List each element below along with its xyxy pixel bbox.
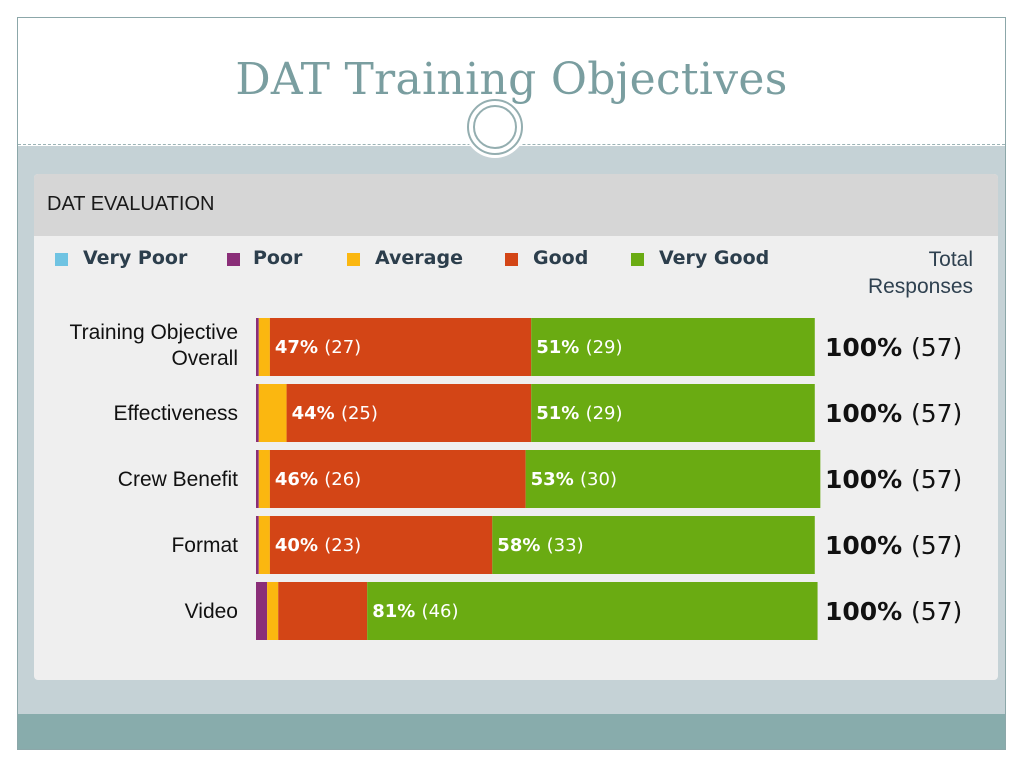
bar-segment-average xyxy=(258,384,287,442)
legend-label-very-poor: Very Poor xyxy=(83,247,188,269)
category-label: Format xyxy=(171,534,238,557)
data-label: 46% (26) xyxy=(275,469,361,490)
bar-segment-poor xyxy=(256,318,259,376)
totals-header-line-2: Responses xyxy=(867,275,973,298)
ornament-ring-inner xyxy=(473,105,517,149)
data-label: 58% (33) xyxy=(497,535,583,556)
panel-header: DAT EVALUATION xyxy=(34,174,998,236)
data-label: 44% (25) xyxy=(292,403,378,424)
bar-segment-average xyxy=(258,318,270,376)
category-label: Effectiveness xyxy=(113,402,238,425)
bar-segment-good xyxy=(269,516,493,574)
data-label: 81% (46) xyxy=(372,601,458,622)
data-label: 53% (30) xyxy=(531,469,617,490)
bar-segment-good xyxy=(286,384,532,442)
category-label: Video xyxy=(185,600,238,623)
legend-swatch-average xyxy=(347,253,360,266)
data-label: 47% (27) xyxy=(275,337,361,358)
legend-label-very-good: Very Good xyxy=(659,247,770,269)
bar-segment-very-good xyxy=(531,318,815,376)
legend-label-poor: Poor xyxy=(253,247,303,269)
legend-swatch-very-poor xyxy=(55,253,68,266)
bar-segment-poor xyxy=(256,450,259,508)
totals-header: Total Responses xyxy=(868,246,973,300)
bar-segment-very-good xyxy=(525,450,821,508)
footer-band xyxy=(18,714,1005,749)
slide-title: DAT Training Objectives xyxy=(235,54,788,105)
bar-segment-very-good xyxy=(367,582,818,640)
bar-segment-poor xyxy=(256,516,259,574)
bar-segment-very-good xyxy=(492,516,815,574)
bar-segment-average xyxy=(267,582,279,640)
data-label: 51% (29) xyxy=(536,403,622,424)
bar-segment-average xyxy=(258,450,270,508)
bar-segment-good xyxy=(269,450,526,508)
data-label: 40% (23) xyxy=(275,535,361,556)
legend-swatch-poor xyxy=(227,253,240,266)
bar-segment-poor xyxy=(256,582,268,640)
bar-segment-poor xyxy=(256,384,259,442)
total-label: 100% (57) xyxy=(825,333,962,362)
total-label: 100% (57) xyxy=(825,399,962,428)
category-label: Training Objective Overall xyxy=(70,321,238,370)
panel-title: DAT EVALUATION xyxy=(47,193,215,215)
bar-segment-very-good xyxy=(531,384,815,442)
bar-segment-good xyxy=(278,582,368,640)
total-label: 100% (57) xyxy=(825,531,962,560)
category-label: Crew Benefit xyxy=(118,468,238,491)
legend-swatch-good xyxy=(505,253,518,266)
chart-legend: Very Poor Poor Average Good Very Good xyxy=(34,174,998,269)
legend-label-good: Good xyxy=(533,247,589,269)
data-label: 51% (29) xyxy=(536,337,622,358)
legend-label-average: Average xyxy=(375,247,463,269)
totals-header-line-1: Total xyxy=(928,248,973,271)
legend-swatch-very-good xyxy=(631,253,644,266)
total-label: 100% (57) xyxy=(825,597,962,626)
bar-segment-good xyxy=(269,318,532,376)
bar-segment-average xyxy=(258,516,270,574)
total-label: 100% (57) xyxy=(825,465,962,494)
